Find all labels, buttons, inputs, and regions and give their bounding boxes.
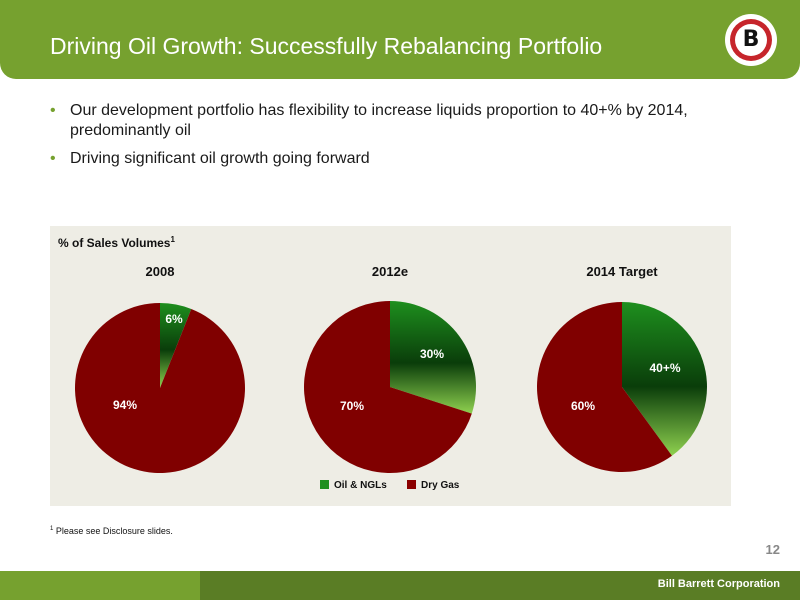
bullet-item: Driving significant oil growth going for… [50, 149, 770, 169]
pie-slice [537, 302, 672, 472]
bullet-list: Our development portfolio has flexibilit… [50, 101, 770, 177]
pie-charts: 2008 2012e 2014 Target 6% 94% 30% 70% 40+% 60% Oi… [74, 264, 708, 491]
chart-panel: % of Sales Volumes1 2008 2012e 2014 Target… [50, 226, 731, 506]
chart-panel-label-text: % of Sales Volumes [58, 236, 171, 250]
legend-label: Oil & NGLs [334, 480, 387, 491]
pie-value-label: 70% [340, 399, 364, 413]
footnote-text: Please see Disclosure slides. [55, 526, 173, 536]
logo-inner: B [735, 24, 767, 56]
pie-slice [390, 301, 477, 414]
footnote: 1 Please see Disclosure slides. [50, 526, 173, 536]
pie-value-label: 94% [113, 398, 137, 412]
chart-panel-label-superscript: 1 [170, 235, 175, 244]
pie-title: 2014 Target [586, 264, 658, 279]
company-logo: B [725, 14, 777, 66]
legend-swatch [320, 480, 329, 489]
legend-swatch [407, 480, 416, 489]
chart-panel-label: % of Sales Volumes1 [58, 235, 175, 250]
bullet-item: Our development portfolio has flexibilit… [50, 101, 770, 141]
footer-bar-right [200, 571, 800, 600]
pie-value-label: 30% [420, 347, 444, 361]
page-title: Driving Oil Growth: Successfully Rebalan… [50, 33, 603, 59]
pie-title: 2008 [146, 264, 175, 279]
pie-value-label: 40+% [649, 361, 680, 375]
pie-slice [160, 303, 192, 388]
pie-value-label: 60% [571, 399, 595, 413]
pie-value-label: 6% [165, 312, 183, 326]
logo-ring: B [730, 19, 772, 61]
logo-letter: B [742, 27, 760, 52]
footnote-superscript: 1 [50, 526, 54, 532]
header-bar: Driving Oil Growth: Successfully Rebalan… [0, 0, 800, 79]
footer-bar-left [0, 571, 200, 600]
pie-slice [304, 301, 472, 473]
company-name: Bill Barrett Corporation [657, 578, 780, 590]
pie-title: 2012e [372, 264, 408, 279]
pie-slice [622, 302, 708, 456]
page-number: 12 [765, 542, 780, 557]
legend-label: Dry Gas [421, 480, 460, 491]
pie-slice [74, 303, 245, 473]
